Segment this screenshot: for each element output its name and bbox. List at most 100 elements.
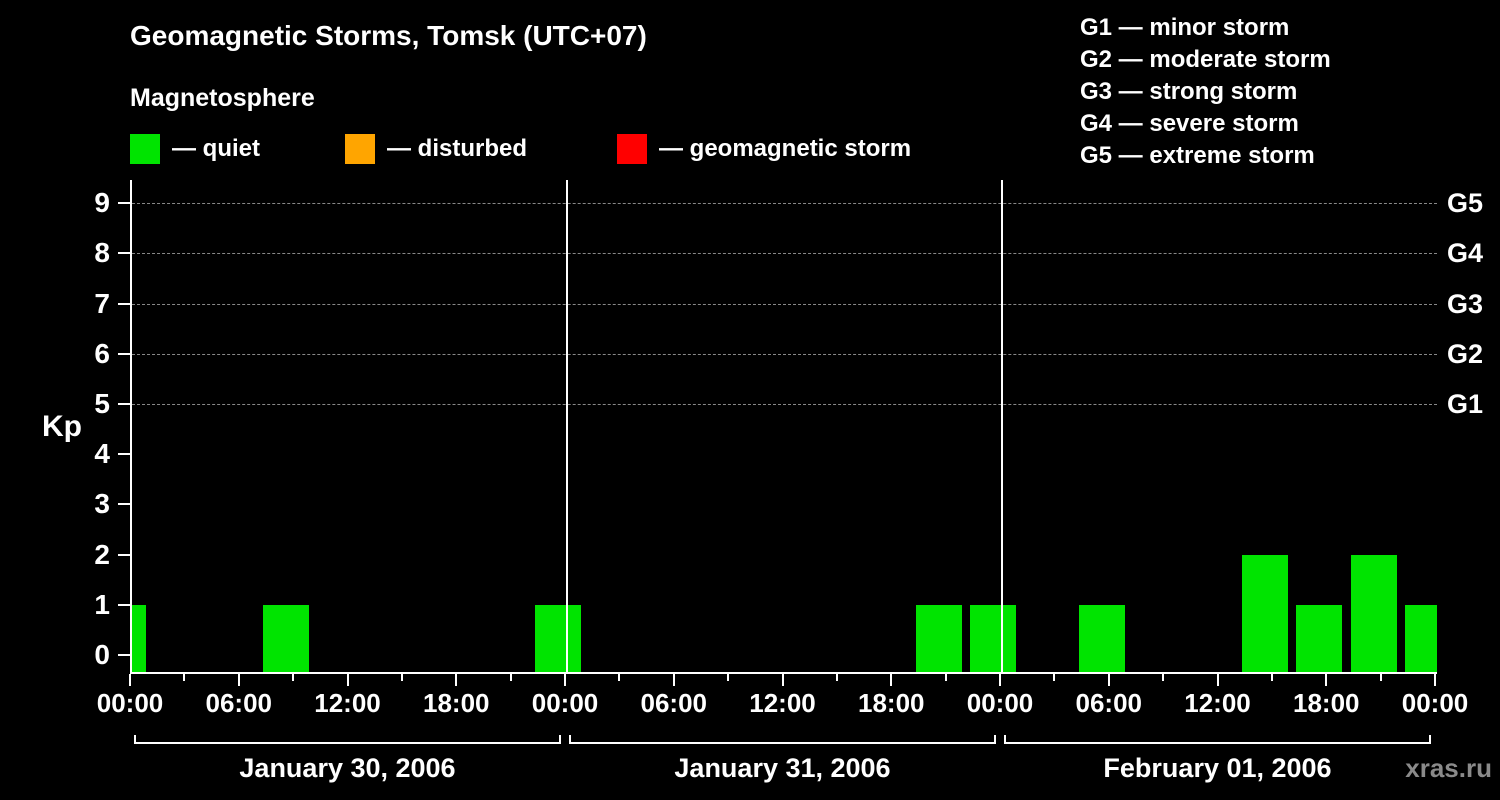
y-axis-tick [118,503,130,506]
y-axis-label: 4 [94,438,110,470]
storm-scale-item: G4 — severe storm [1080,110,1299,137]
x-axis-label: 12:00 [1184,688,1251,718]
kp-bar [1078,604,1125,672]
chart-title: Geomagnetic Storms, Tomsk (UTC+07) [130,20,647,51]
y-axis-label: 2 [94,538,110,570]
gridline-g4 [132,253,1437,255]
kp-bar [1241,554,1288,672]
y-axis-label: 9 [94,187,110,219]
y-axis-tick [118,453,130,456]
y-axis-tick [118,654,130,656]
date-bracket [1004,735,1431,744]
day-separator [566,180,568,672]
x-axis-tick-minor [1162,674,1165,681]
kp-bar [534,604,581,672]
x-axis-label: 18:00 [1293,688,1360,718]
g-level-label-g2: G2 [1447,338,1484,369]
x-axis-label: 00:00 [96,688,164,718]
g-level-label-g4: G4 [1447,238,1484,269]
date-label: January 30, 2006 [239,753,456,783]
x-axis-tick-minor [1053,674,1056,681]
x-axis-label: 06:00 [1075,688,1143,718]
kp-bar [1296,604,1343,672]
x-axis-tick-major [1216,674,1219,686]
chart-subtitle: Magnetosphere [130,84,315,112]
y-axis-tick [118,603,130,606]
kp-bar [1350,554,1397,672]
x-axis-tick-major [1434,674,1436,686]
x-axis-label: 00:00 [966,688,1034,718]
g-level-label-g3: G3 [1447,288,1484,319]
x-axis-label: 00:00 [531,688,599,718]
x-axis-tick-major [564,674,566,686]
x-axis-tick-major [781,674,784,686]
gridline-g3 [132,303,1437,305]
x-axis-tick-minor [835,674,838,681]
storm-scale-item: G2 — moderate storm [1080,46,1331,73]
x-axis-tick-minor [618,674,621,681]
y-axis-title: Kp [42,410,82,443]
y-axis-tick [118,252,130,255]
watermark: xras.ru [1405,753,1492,783]
g-level-label-g1: G1 [1447,389,1484,419]
storm-scale-item: G3 — strong storm [1080,78,1298,105]
x-axis-tick-major [672,674,675,686]
kp-bar [263,604,310,672]
storm-scale-item: G5 — extreme storm [1080,142,1315,169]
y-axis-label: 5 [94,388,110,419]
y-axis-tick [118,202,130,205]
day-separator [1001,180,1003,672]
y-axis-label: 6 [94,337,110,369]
y-axis-tick [118,302,130,305]
x-axis-tick-minor [292,674,295,681]
x-axis-tick-minor [400,674,403,681]
x-axis-label: 18:00 [858,688,925,718]
x-axis-tick-minor [1270,674,1273,681]
kp-bar-partial [132,604,146,672]
x-axis-tick-minor [727,674,730,681]
legend-swatch-geomagnetic-storm [617,134,647,164]
x-axis-tick-major [1107,674,1110,686]
y-axis-label: 7 [94,287,110,319]
y-axis-label: 3 [94,488,110,520]
y-axis-tick [118,403,130,405]
x-axis-label: 18:00 [423,688,490,718]
x-axis-tick-major [455,674,458,686]
y-axis-tick [118,553,130,556]
date-label: February 01, 2006 [1103,753,1332,783]
legend-swatch-disturbed [345,134,375,164]
y-axis-tick [118,352,130,355]
x-axis-tick-minor [183,674,186,681]
x-axis-label: 12:00 [749,688,816,718]
x-axis-label: 12:00 [314,688,381,718]
date-bracket [134,735,561,744]
legend-label: — quiet [172,135,260,162]
x-axis-tick-major [129,674,131,686]
y-axis-label: 0 [94,639,110,670]
x-axis-tick-major [890,674,893,686]
x-axis-label: 06:00 [205,688,273,718]
y-axis-label: 1 [94,588,110,620]
gridline-g2 [132,353,1437,355]
legend-item-disturbed: — disturbed [345,132,527,166]
x-axis-tick-minor [1379,674,1382,681]
date-label: January 31, 2006 [674,753,891,783]
x-axis-tick-minor [944,674,947,681]
x-axis-tick-major [346,674,349,686]
g-level-label-g5: G5 [1447,188,1484,219]
x-axis-tick-major [237,674,240,686]
kp-bar [969,604,1016,672]
gridline-g1 [132,404,1437,405]
storm-scale-legend: G1 — minor storm G2 — moderate storm G3 — … [1080,12,1331,172]
legend-item-geomagnetic-storm: — geomagnetic storm [617,132,911,166]
x-axis-label: 00:00 [1401,688,1469,718]
gridline-g5 [132,203,1437,205]
legend-label: — disturbed [387,135,528,162]
date-bracket [569,735,996,744]
x-axis-label: 06:00 [640,688,708,718]
storm-scale-item: G1 — minor storm [1080,14,1290,41]
y-axis-label: 8 [94,237,110,269]
kp-bar [1404,604,1437,672]
x-axis-tick-major [999,674,1001,686]
